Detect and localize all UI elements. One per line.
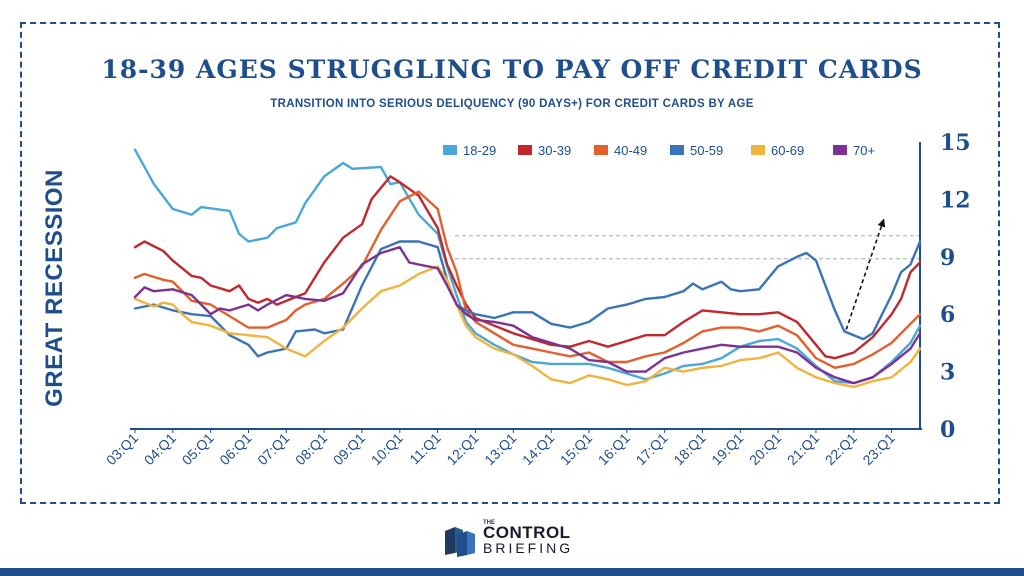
x-tick-label: 16:Q1 bbox=[595, 430, 633, 468]
series-line-18-29 bbox=[133, 148, 922, 385]
bottom-bar bbox=[0, 568, 1024, 576]
legend-swatch-30-39 bbox=[518, 145, 532, 155]
y-tick-label: 12 bbox=[940, 187, 971, 213]
legend-label: 70+ bbox=[853, 143, 875, 158]
x-tick-label: 07:Q1 bbox=[254, 430, 292, 468]
legend-swatch-40-49 bbox=[594, 145, 608, 155]
x-tick-label: 14:Q1 bbox=[519, 430, 557, 468]
series-line-40-49 bbox=[133, 190, 922, 369]
legend-label: 40-49 bbox=[614, 143, 647, 158]
x-tick-label: 11:Q1 bbox=[406, 430, 444, 468]
legend-swatch-60-69 bbox=[751, 145, 765, 155]
x-tick-label: 08:Q1 bbox=[292, 430, 330, 468]
y-tick-label: 6 bbox=[940, 302, 955, 328]
x-tick-label: 03:Q1 bbox=[103, 430, 141, 468]
x-tick-label: 12:Q1 bbox=[443, 430, 481, 468]
legend-label: 18-29 bbox=[463, 143, 496, 158]
legend-label: 30-39 bbox=[538, 143, 571, 158]
y-tick-label: 3 bbox=[940, 360, 955, 386]
legend-swatch-50-59 bbox=[670, 145, 684, 155]
x-tick-label: 19:Q1 bbox=[708, 430, 746, 468]
x-tick-label: 15:Q1 bbox=[557, 430, 595, 468]
x-tick-label: 21:Q1 bbox=[784, 430, 822, 468]
legend-swatch-70+ bbox=[833, 145, 847, 155]
legend-label: 60-69 bbox=[771, 143, 804, 158]
x-tick-label: 18:Q1 bbox=[670, 430, 708, 468]
x-tick-label: 10:Q1 bbox=[368, 430, 406, 468]
x-tick-label: 04:Q1 bbox=[141, 430, 179, 468]
trend-arrow-head bbox=[877, 218, 886, 228]
legend-swatch-18-29 bbox=[443, 145, 457, 155]
x-tick-label: 20:Q1 bbox=[746, 430, 784, 468]
y-tick-label: 0 bbox=[940, 417, 955, 443]
control-briefing-logo: THE CONTROL BRIEFING bbox=[443, 519, 593, 559]
logo-control-text: CONTROL bbox=[483, 523, 571, 542]
x-tick-label: 23:Q1 bbox=[859, 430, 897, 468]
logo-briefing-text: BRIEFING bbox=[483, 540, 574, 556]
x-tick-label: 17:Q1 bbox=[632, 430, 670, 468]
series-line-50-59 bbox=[133, 240, 922, 358]
y-tick-label: 15 bbox=[940, 130, 971, 156]
series-line-70+ bbox=[133, 246, 922, 385]
chart-title: 18-39 AGES STRUGGLING TO PAY OFF CREDIT … bbox=[101, 55, 923, 84]
chart-subtitle: TRANSITION INTO SERIOUS DELIQUENCY (90 D… bbox=[270, 98, 754, 110]
logo-the-text: THE bbox=[483, 520, 495, 526]
x-tick-label: 06:Q1 bbox=[216, 430, 254, 468]
series-line-30-39 bbox=[133, 175, 922, 360]
x-tick-label: 05:Q1 bbox=[179, 430, 217, 468]
y-tick-label: 9 bbox=[940, 245, 955, 271]
x-tick-label: 09:Q1 bbox=[330, 430, 368, 468]
dashed-frame bbox=[20, 22, 1000, 504]
legend-label: 50-59 bbox=[690, 143, 723, 158]
x-tick-label: 22:Q1 bbox=[822, 430, 860, 468]
series-line-60-69 bbox=[133, 265, 922, 389]
logo-cubes-icon bbox=[445, 527, 475, 557]
x-tick-label: 13:Q1 bbox=[481, 430, 519, 468]
trend-arrow-line bbox=[845, 218, 885, 330]
